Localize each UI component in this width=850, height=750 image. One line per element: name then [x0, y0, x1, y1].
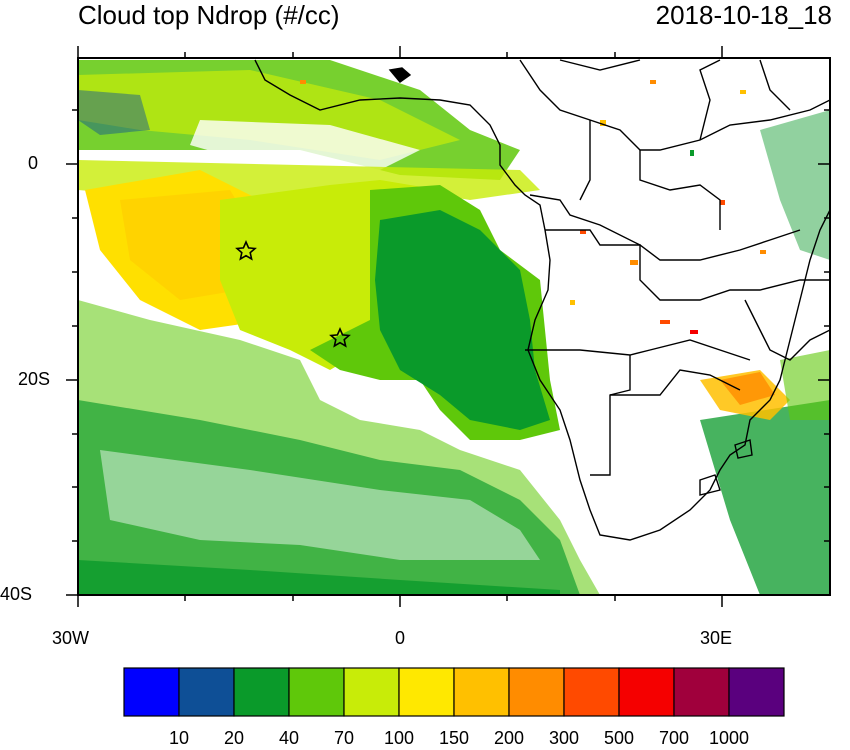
colorbar-label: 300	[548, 728, 580, 748]
cloud-field	[78, 58, 830, 595]
coastlines	[254, 59, 830, 541]
colorbar-swatch	[343, 667, 400, 717]
lon-label-0: 0	[395, 628, 406, 648]
lat-label-40s: 40S	[0, 584, 33, 604]
map-title: Cloud top Ndrop (#/cc)	[78, 0, 340, 30]
colorbar-swatch	[618, 667, 675, 717]
lat-label-20s: 20S	[18, 369, 51, 389]
lat-label-0: 0	[28, 153, 39, 173]
colorbar-label: 100	[383, 728, 415, 748]
colorbar-label: 150	[438, 728, 470, 748]
station-star-2	[329, 327, 351, 348]
colorbar-swatch	[123, 667, 180, 717]
colorbar-label: 70	[333, 728, 355, 748]
lon-label-30w: 30W	[52, 628, 90, 648]
colorbar-label: 40	[278, 728, 300, 748]
lon-label-30e: 30E	[700, 628, 733, 648]
colorbar	[123, 667, 785, 717]
colorbar-swatch	[563, 667, 620, 717]
colorbar-swatch	[508, 667, 565, 717]
colorbar-label: 20	[223, 728, 245, 748]
axis-ticks	[66, 46, 830, 607]
colorbar-swatch	[453, 667, 510, 717]
colorbar-label: 500	[603, 728, 635, 748]
colorbar-swatch	[178, 667, 235, 717]
colorbar-label: 200	[493, 728, 525, 748]
colorbar-label: 10	[168, 728, 190, 748]
colorbar-swatch	[398, 667, 455, 717]
station-star-1	[235, 240, 257, 261]
map-datetime: 2018-10-18_18	[655, 0, 832, 30]
colorbar-label: 1000	[708, 728, 750, 748]
colorbar-swatch	[233, 667, 290, 717]
colorbar-swatch	[288, 667, 345, 717]
colorbar-swatch	[728, 667, 785, 717]
colorbar-label: 700	[658, 728, 690, 748]
convection-speckles	[300, 80, 766, 334]
colorbar-swatch	[673, 667, 730, 717]
